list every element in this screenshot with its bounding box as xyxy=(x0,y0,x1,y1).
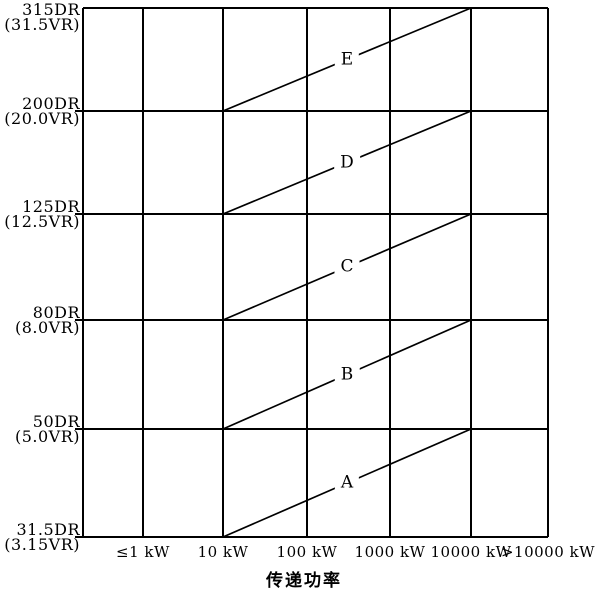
y-tick-ratio: (3.15VR) xyxy=(4,535,80,554)
y-axis-tick-label: 315DR (31.5VR) xyxy=(4,0,80,34)
y-tick-grade: 200DR xyxy=(22,94,80,113)
x-axis-tick-label: ≤1 kW xyxy=(116,543,170,561)
x-axis-title: 传递功率 xyxy=(266,571,342,591)
y-tick-grade: 80DR xyxy=(32,303,80,322)
y-axis-tick-label: 125DR (12.5VR) xyxy=(4,197,80,231)
y-axis-tick-label: 80DR (8.0VR) xyxy=(14,303,80,337)
y-tick-ratio: (8.0VR) xyxy=(14,318,80,337)
y-tick-ratio: (20.0VR) xyxy=(4,109,80,128)
y-tick-ratio: (31.5VR) xyxy=(4,15,80,34)
x-axis-tick-label: 10 kW xyxy=(197,543,249,561)
series-label-c: C xyxy=(334,257,360,277)
y-axis-tick-label: 50DR (5.0VR) xyxy=(14,412,80,446)
x-axis-tick-label: 1000 kW xyxy=(354,543,426,561)
y-tick-ratio: (5.0VR) xyxy=(14,427,80,446)
y-tick-ratio: (12.5VR) xyxy=(4,212,80,231)
y-axis-tick-label: 200DR (20.0VR) xyxy=(4,94,80,128)
series-label-d: D xyxy=(334,153,360,172)
x-axis-tick-label: >10000 kW xyxy=(500,543,596,561)
y-axis-tick-label: 31.5DR (3.15VR) xyxy=(4,520,80,554)
series-label-b: B xyxy=(334,365,360,384)
y-tick-grade: 125DR xyxy=(22,197,80,216)
y-tick-grade: 315DR xyxy=(22,0,80,19)
x-axis-tick-label: 10000 kW xyxy=(430,543,512,561)
x-axis-tick-label: 100 kW xyxy=(276,543,338,561)
y-tick-grade: 31.5DR xyxy=(16,520,80,539)
y-tick-grade: 50DR xyxy=(32,412,80,431)
series-label-a: A xyxy=(334,473,360,493)
series-label-e: E xyxy=(334,50,360,69)
